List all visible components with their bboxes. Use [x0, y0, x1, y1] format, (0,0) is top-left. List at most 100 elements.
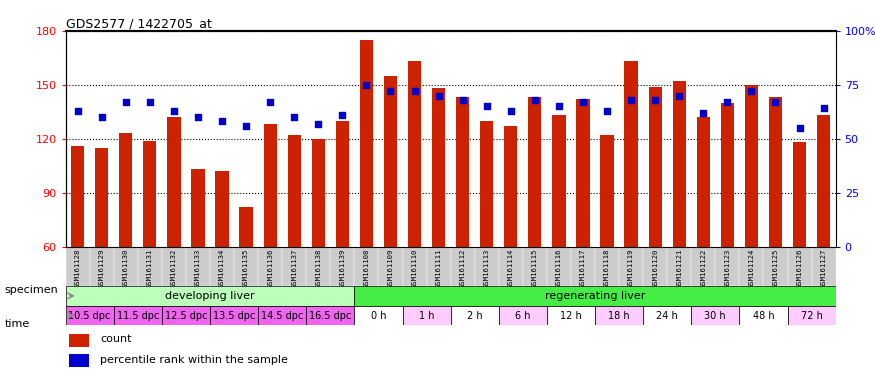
Point: [480, 103, 494, 109]
Point: [816, 106, 830, 112]
Point: [71, 108, 85, 114]
Bar: [571, 247, 595, 286]
Text: 11.5 dpc: 11.5 dpc: [116, 311, 159, 321]
Text: GSM161133: GSM161133: [195, 249, 201, 288]
Text: GSM161123: GSM161123: [724, 249, 731, 288]
Bar: [162, 247, 186, 286]
Bar: [763, 247, 788, 286]
Point: [408, 88, 422, 94]
Bar: [312, 139, 325, 247]
Text: GSM161139: GSM161139: [340, 249, 346, 288]
Bar: [817, 115, 830, 247]
Bar: [451, 247, 475, 286]
Point: [456, 97, 470, 103]
Text: GSM161118: GSM161118: [604, 249, 610, 288]
Text: GSM161127: GSM161127: [821, 249, 827, 288]
Bar: [547, 306, 595, 325]
Text: GSM161115: GSM161115: [532, 249, 538, 288]
Bar: [739, 247, 763, 286]
Point: [720, 99, 734, 105]
Bar: [456, 97, 469, 247]
Bar: [643, 306, 691, 325]
Bar: [716, 247, 739, 286]
Text: 24 h: 24 h: [656, 311, 678, 321]
Point: [528, 97, 542, 103]
Point: [143, 99, 157, 105]
Bar: [402, 306, 451, 325]
Point: [335, 112, 349, 118]
Bar: [625, 61, 638, 247]
Bar: [354, 286, 836, 306]
Bar: [620, 247, 643, 286]
Text: GSM161137: GSM161137: [291, 249, 298, 288]
Text: GSM161114: GSM161114: [507, 249, 514, 288]
Point: [312, 121, 326, 127]
Bar: [138, 247, 162, 286]
Bar: [504, 126, 517, 247]
Point: [94, 114, 108, 120]
Bar: [668, 247, 691, 286]
Point: [624, 97, 638, 103]
Point: [672, 93, 686, 99]
Point: [167, 108, 181, 114]
Point: [215, 118, 229, 124]
Bar: [643, 247, 668, 286]
Bar: [354, 306, 402, 325]
Text: GSM161120: GSM161120: [652, 249, 658, 288]
Text: 0 h: 0 h: [371, 311, 386, 321]
Bar: [691, 306, 739, 325]
Bar: [788, 247, 812, 286]
Bar: [71, 146, 84, 247]
Text: GSM161134: GSM161134: [219, 249, 225, 288]
Bar: [427, 247, 451, 286]
Point: [696, 110, 710, 116]
Bar: [215, 171, 228, 247]
Bar: [379, 247, 402, 286]
Point: [552, 103, 566, 109]
Bar: [167, 117, 180, 247]
Text: GSM161136: GSM161136: [267, 249, 273, 288]
Text: GSM161138: GSM161138: [315, 249, 321, 288]
Text: 12 h: 12 h: [560, 311, 582, 321]
Bar: [119, 133, 132, 247]
Bar: [745, 85, 758, 247]
Bar: [210, 247, 235, 286]
Text: 2 h: 2 h: [467, 311, 482, 321]
Bar: [144, 141, 157, 247]
Bar: [66, 306, 114, 325]
Bar: [282, 247, 306, 286]
Bar: [499, 306, 547, 325]
Text: regenerating liver: regenerating liver: [545, 291, 645, 301]
Text: 30 h: 30 h: [704, 311, 726, 321]
Text: GSM161117: GSM161117: [580, 249, 586, 288]
Bar: [69, 354, 88, 367]
Bar: [648, 86, 662, 247]
Bar: [547, 247, 571, 286]
Bar: [354, 247, 379, 286]
Text: GSM161135: GSM161135: [243, 249, 249, 288]
Text: time: time: [4, 319, 30, 329]
Text: 16.5 dpc: 16.5 dpc: [309, 311, 352, 321]
Text: 18 h: 18 h: [608, 311, 630, 321]
Text: 14.5 dpc: 14.5 dpc: [261, 311, 304, 321]
Text: 12.5 dpc: 12.5 dpc: [164, 311, 207, 321]
Bar: [739, 306, 788, 325]
Text: GSM161111: GSM161111: [436, 249, 442, 288]
Text: 1 h: 1 h: [419, 311, 434, 321]
Text: developing liver: developing liver: [165, 291, 255, 301]
Bar: [402, 247, 427, 286]
Bar: [595, 306, 643, 325]
Bar: [408, 61, 421, 247]
Bar: [691, 247, 716, 286]
Bar: [336, 121, 349, 247]
Bar: [95, 148, 108, 247]
Bar: [480, 121, 494, 247]
Bar: [234, 247, 258, 286]
Text: 13.5 dpc: 13.5 dpc: [213, 311, 256, 321]
Bar: [186, 247, 210, 286]
Text: GSM161116: GSM161116: [556, 249, 562, 288]
Text: 10.5 dpc: 10.5 dpc: [68, 311, 111, 321]
Bar: [696, 117, 710, 247]
Bar: [499, 247, 523, 286]
Text: GSM161110: GSM161110: [411, 249, 417, 288]
